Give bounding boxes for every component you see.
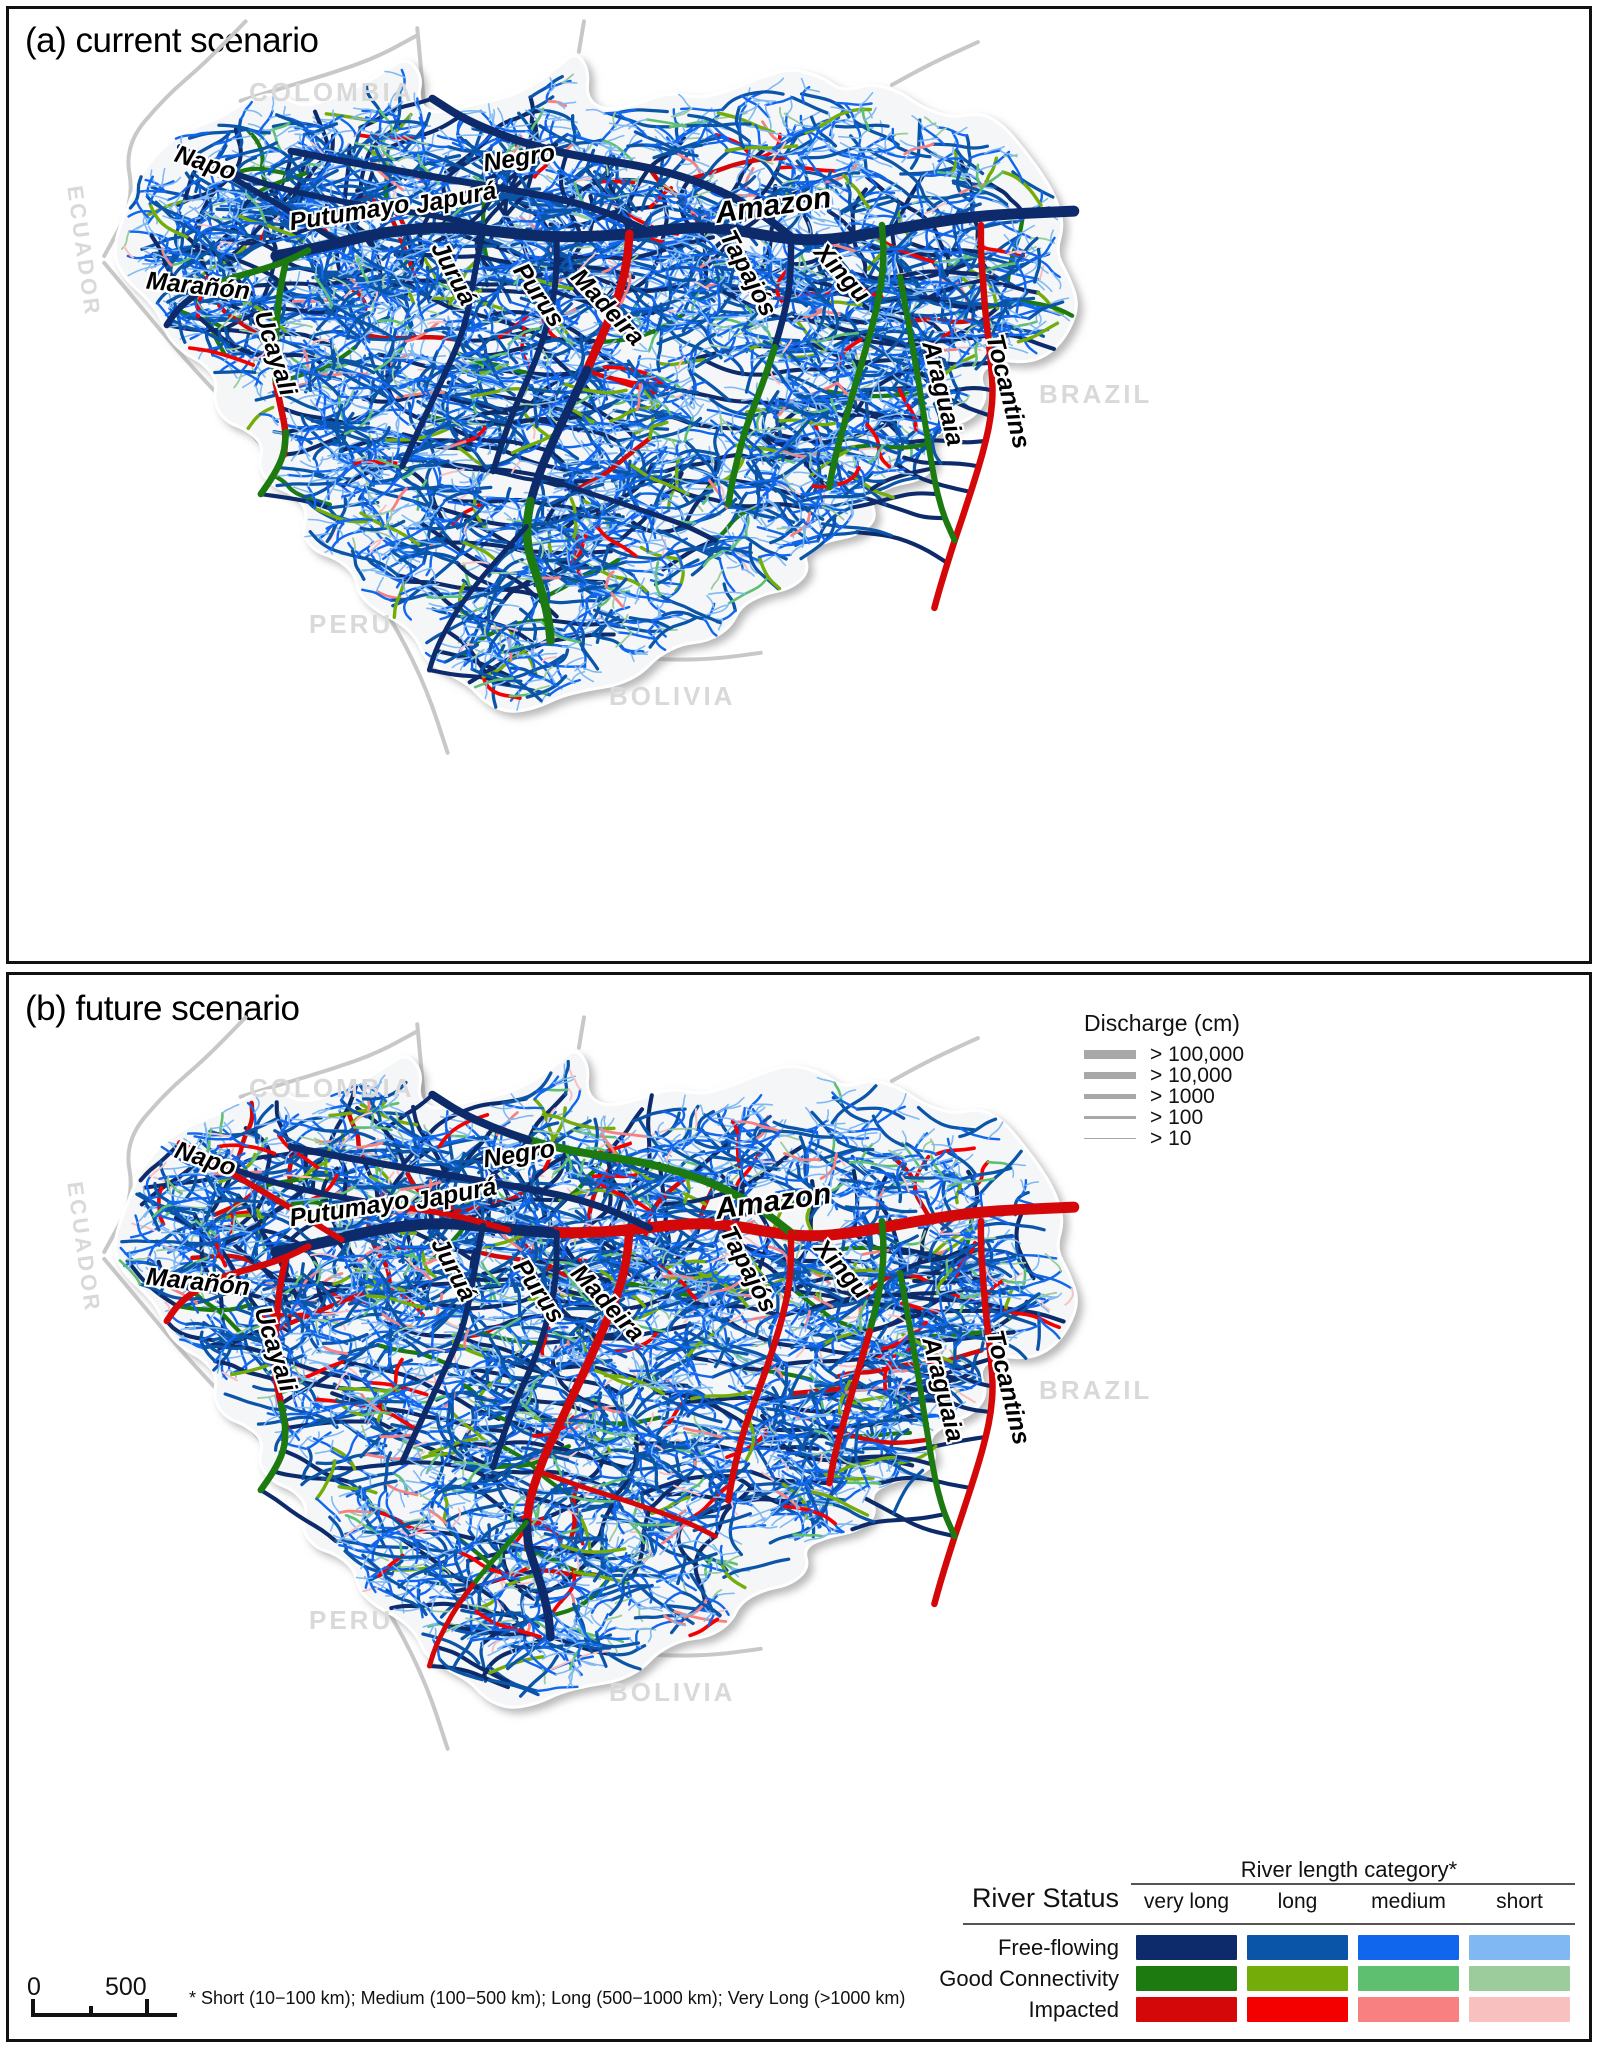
discharge-swatch-icon	[1084, 1072, 1140, 1079]
country-label-colombia-b: COLOMBIA	[249, 1073, 415, 1104]
legend-swatch-good-long	[1247, 1966, 1348, 1991]
country-label-colombia: COLOMBIA	[249, 77, 415, 108]
panel-current-scenario: (a) current scenario ECUADOR COLOMBIA PE…	[6, 6, 1592, 964]
river-length-category-header: River length category*	[963, 1857, 1575, 1883]
discharge-entry: > 100,000	[1084, 1044, 1304, 1065]
discharge-entry: > 10	[1084, 1128, 1304, 1149]
legend-col-very-long: very long	[1131, 1890, 1242, 1918]
country-label-peru: PERU	[309, 609, 393, 640]
country-label-brazil: BRAZIL	[1039, 379, 1152, 410]
country-label-brazil-b: BRAZIL	[1039, 1375, 1152, 1406]
legend-swatch-impacted-short	[1469, 1997, 1570, 2022]
scale-bar-graphic	[27, 1999, 177, 2017]
legend-swatch-free-flowing-long	[1247, 1935, 1348, 1960]
legend-swatch-impacted-very-long	[1136, 1997, 1237, 2022]
legend-row-label-free-flowing: Free-flowing	[963, 1932, 1131, 1963]
river-status-title: River Status	[963, 1883, 1131, 1918]
discharge-legend: Discharge (cm) > 100,000 > 10,000 > 1000…	[1084, 1010, 1304, 1149]
discharge-swatch-icon	[1084, 1050, 1140, 1059]
legend-swatch-good-short	[1469, 1966, 1570, 1991]
country-label-peru-b: PERU	[309, 1605, 393, 1636]
discharge-legend-title: Discharge (cm)	[1084, 1010, 1304, 1037]
panel-future-scenario: (b) future scenario ECUADOR COLOMBIA PER…	[6, 972, 1592, 2042]
river-status-legend: River length category* River Status very…	[963, 1857, 1575, 2025]
legend-col-short: short	[1464, 1890, 1575, 1918]
legend-swatch-impacted-medium	[1358, 1997, 1459, 2022]
legend-swatch-impacted-long	[1247, 1997, 1348, 2022]
map-canvas-current	[9, 9, 1589, 961]
discharge-swatch-icon	[1084, 1116, 1140, 1119]
legend-col-long: long	[1242, 1890, 1353, 1918]
legend-swatch-good-very-long	[1136, 1966, 1237, 1991]
legend-row-label-impacted: Impacted	[963, 1994, 1131, 2025]
legend-swatch-free-flowing-very-long	[1136, 1935, 1237, 1960]
discharge-entry: > 1000	[1084, 1086, 1304, 1107]
discharge-entry: > 100	[1084, 1107, 1304, 1128]
scale-bar-500: 500	[105, 1973, 147, 2002]
discharge-swatch-icon	[1084, 1094, 1140, 1099]
discharge-swatch-icon	[1084, 1138, 1140, 1140]
country-label-bolivia: BOLIVIA	[609, 681, 735, 712]
legend-footnote: * Short (10−100 km); Medium (100−500 km)…	[189, 1988, 905, 2009]
scale-bar-zero: 0	[27, 1973, 41, 2002]
discharge-entry: > 10,000	[1084, 1065, 1304, 1086]
country-label-bolivia-b: BOLIVIA	[609, 1677, 735, 1708]
legend-rule-top	[1131, 1883, 1575, 1885]
legend-row-label-good-connectivity: Good Connectivity	[963, 1963, 1131, 1994]
discharge-entry-label: > 10	[1150, 1127, 1191, 1151]
scale-bar: 0 500	[27, 1973, 177, 2017]
legend-col-medium: medium	[1353, 1890, 1464, 1918]
legend-swatch-free-flowing-medium	[1358, 1935, 1459, 1960]
legend-swatch-good-medium	[1358, 1966, 1459, 1991]
legend-rule-mid	[963, 1923, 1575, 1925]
legend-swatch-free-flowing-short	[1469, 1935, 1570, 1960]
